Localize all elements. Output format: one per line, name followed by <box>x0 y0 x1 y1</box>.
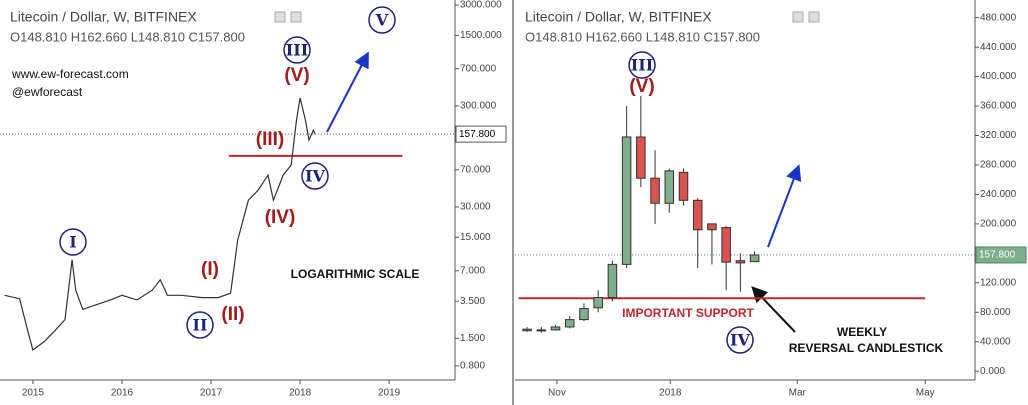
last-price-label: 157.800 <box>459 129 496 140</box>
y-tick-label: 40.000 <box>980 336 1011 347</box>
y-tick-label: 240.000 <box>980 189 1017 200</box>
y-tick-label: 400.000 <box>980 71 1017 82</box>
x-tick-label: 2018 <box>659 388 682 399</box>
candle-body <box>650 177 660 204</box>
y-tick-label: 15.000 <box>460 232 491 243</box>
y-tick-label: 1.500 <box>460 333 485 344</box>
wave-circle <box>301 162 329 190</box>
wave-label: III <box>631 56 653 75</box>
candle-body <box>692 199 703 231</box>
wave-circle <box>628 51 656 79</box>
y-tick-label: 320.000 <box>980 130 1017 141</box>
candle-body <box>536 329 547 332</box>
candle-body <box>522 328 532 332</box>
last-price-box <box>455 125 507 143</box>
y-tick-label: 700.000 <box>460 63 497 74</box>
toolbar-icons[interactable] <box>274 11 820 23</box>
x-tick-label: 2018 <box>289 388 312 399</box>
candle-body <box>564 319 575 328</box>
annotation: www.ew-forecast.com <box>11 67 129 81</box>
y-tick-label: 80.000 <box>980 307 1011 318</box>
wave-label: III <box>286 41 308 60</box>
annotation: REVERSAL CANDLESTICK <box>789 341 944 355</box>
wave-circle <box>59 228 87 256</box>
annotation: (I) <box>201 259 219 280</box>
x-tick-label: 2015 <box>22 388 45 399</box>
ohlc-readout: O148.810 H162.660 L148.810 C157.800 <box>10 29 245 44</box>
y-tick-label: 1500.000 <box>460 30 502 41</box>
x-tick-label: May <box>916 388 935 399</box>
candle-body <box>607 263 618 299</box>
forecast-arrow <box>767 164 802 248</box>
candle-body <box>579 308 589 321</box>
annotation: LOGARITHMIC SCALE <box>291 267 420 281</box>
y-tick-label: 3.500 <box>460 296 485 307</box>
y-tick-label: 360.000 <box>980 101 1017 112</box>
x-tick-label: 2016 <box>111 388 134 399</box>
annotation: (IV) <box>265 207 296 228</box>
chart-title: Litecoin / Dollar, W, BITFINEX <box>525 9 712 25</box>
y-tick-label: 200.000 <box>980 219 1017 230</box>
x-tick-label: Nov <box>548 388 566 399</box>
x-tick-label: 2017 <box>200 388 223 399</box>
y-tick-label: 70.000 <box>460 164 491 175</box>
y-tick-label: 0.000 <box>980 366 1005 377</box>
candle-body <box>678 171 689 201</box>
y-tick-label: 30.000 <box>460 202 491 213</box>
y-tick-label: 7.000 <box>460 265 485 276</box>
annotation: (V) <box>284 65 309 86</box>
y-tick-label: 280.000 <box>980 160 1017 171</box>
wave-circle <box>368 6 396 34</box>
candle-body <box>664 170 675 204</box>
wave-label: IV <box>305 167 325 186</box>
annotation: IMPORTANT SUPPORT <box>622 306 754 320</box>
candle-body <box>636 136 646 179</box>
ohlc-readout: O148.810 H162.660 L148.810 C157.800 <box>525 29 760 44</box>
y-tick-label: 3000.000 <box>460 0 502 11</box>
annotation: (V) <box>629 76 654 97</box>
candle-body <box>593 297 603 309</box>
wave-label: I <box>69 233 76 252</box>
price-line <box>4 97 316 352</box>
left-frame <box>0 0 456 381</box>
wave-circle <box>726 326 754 354</box>
wave-label: V <box>375 11 389 30</box>
annotation: (II) <box>221 304 244 325</box>
wave-circle <box>186 311 214 339</box>
chart-title: Litecoin / Dollar, W, BITFINEX <box>10 9 197 25</box>
y-tick-label: 300.000 <box>460 101 497 112</box>
wave-circle <box>283 36 311 64</box>
candle-body <box>707 223 717 231</box>
x-tick-label: 2019 <box>378 388 401 399</box>
annotation: (III) <box>256 129 285 150</box>
wave-label: II <box>193 316 208 335</box>
annotation: WEEKLY <box>837 325 887 339</box>
last-price-box <box>975 246 1027 264</box>
y-tick-label: 120.000 <box>980 277 1017 288</box>
pointer-arrow <box>751 286 796 333</box>
candle-body <box>735 260 746 264</box>
x-tick-label: Mar <box>789 388 807 399</box>
y-tick-label: 440.000 <box>980 42 1017 53</box>
wave-label: IV <box>730 331 750 350</box>
right-frame <box>515 0 976 381</box>
candle-body <box>621 136 632 265</box>
y-tick-label: 480.000 <box>980 12 1017 23</box>
forecast-arrow <box>326 51 369 133</box>
last-price-label: 157.800 <box>979 250 1016 261</box>
candle-body <box>550 326 561 331</box>
candle-body <box>721 227 731 263</box>
y-tick-label: 0.800 <box>460 361 485 372</box>
annotation: @ewforecast <box>12 85 83 99</box>
candle-body <box>749 254 760 263</box>
